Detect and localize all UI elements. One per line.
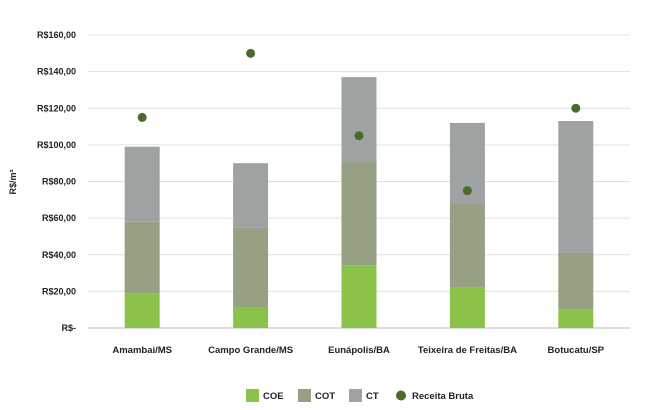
legend-label: COT xyxy=(315,391,335,402)
bar-coe xyxy=(558,309,594,328)
bars xyxy=(124,77,594,328)
bar-cot xyxy=(233,227,269,308)
x-tick-label: Botucatu/SP xyxy=(548,345,605,356)
bar-cot xyxy=(449,203,485,288)
y-tick-label: R$40,00 xyxy=(42,250,76,260)
y-tick-label: R$20,00 xyxy=(42,286,76,296)
bar-ct xyxy=(558,121,594,253)
x-tick-label: Eunápolis/BA xyxy=(328,345,390,356)
bar-coe xyxy=(341,265,377,328)
point-receita-bruta xyxy=(462,186,472,196)
bar-coe xyxy=(124,293,160,328)
bar-coe xyxy=(449,287,485,328)
legend-label: Receita Bruta xyxy=(412,391,474,402)
bar-cot xyxy=(558,252,594,310)
y-tick-label: R$140,00 xyxy=(37,67,76,77)
point-receita-bruta xyxy=(246,48,256,58)
x-tick-label: Amambai/MS xyxy=(112,345,172,356)
legend-marker xyxy=(396,390,406,401)
y-tick-label: R$60,00 xyxy=(42,213,76,223)
y-tick-label: R$- xyxy=(61,323,76,333)
y-tick-labels: R$- R$20,00 R$40,00 R$60,00 R$80,00 R$100,00 R… xyxy=(37,30,76,333)
y-tick-label: R$160,00 xyxy=(37,30,76,40)
y-axis-title: R$/m³ xyxy=(8,169,18,194)
receita-points xyxy=(137,48,581,196)
bar-cot xyxy=(341,161,377,266)
legend-swatch xyxy=(246,389,259,402)
point-receita-bruta xyxy=(137,112,147,122)
legend-label: COE xyxy=(263,391,284,402)
bar-coe xyxy=(233,307,269,328)
legend-swatch xyxy=(298,389,311,402)
legend-swatch xyxy=(349,389,362,402)
x-tick-label: Teixeira de Freitas/BA xyxy=(418,345,517,356)
bar-ct xyxy=(233,163,269,228)
bar-ct xyxy=(341,77,377,162)
point-receita-bruta xyxy=(571,103,581,113)
y-tick-label: R$100,00 xyxy=(37,140,76,150)
bar-cot xyxy=(124,221,160,294)
y-tick-label: R$120,00 xyxy=(37,103,76,113)
x-tick-labels: Amambai/MS Campo Grande/MS Eunápolis/BA Tei… xyxy=(112,345,604,356)
legend: COE COT CT Receita Bruta xyxy=(246,389,474,402)
y-tick-label: R$80,00 xyxy=(42,177,76,187)
point-receita-bruta xyxy=(354,131,364,141)
legend-label: CT xyxy=(366,391,379,402)
bar-ct xyxy=(124,146,160,222)
x-tick-label: Campo Grande/MS xyxy=(208,345,293,356)
